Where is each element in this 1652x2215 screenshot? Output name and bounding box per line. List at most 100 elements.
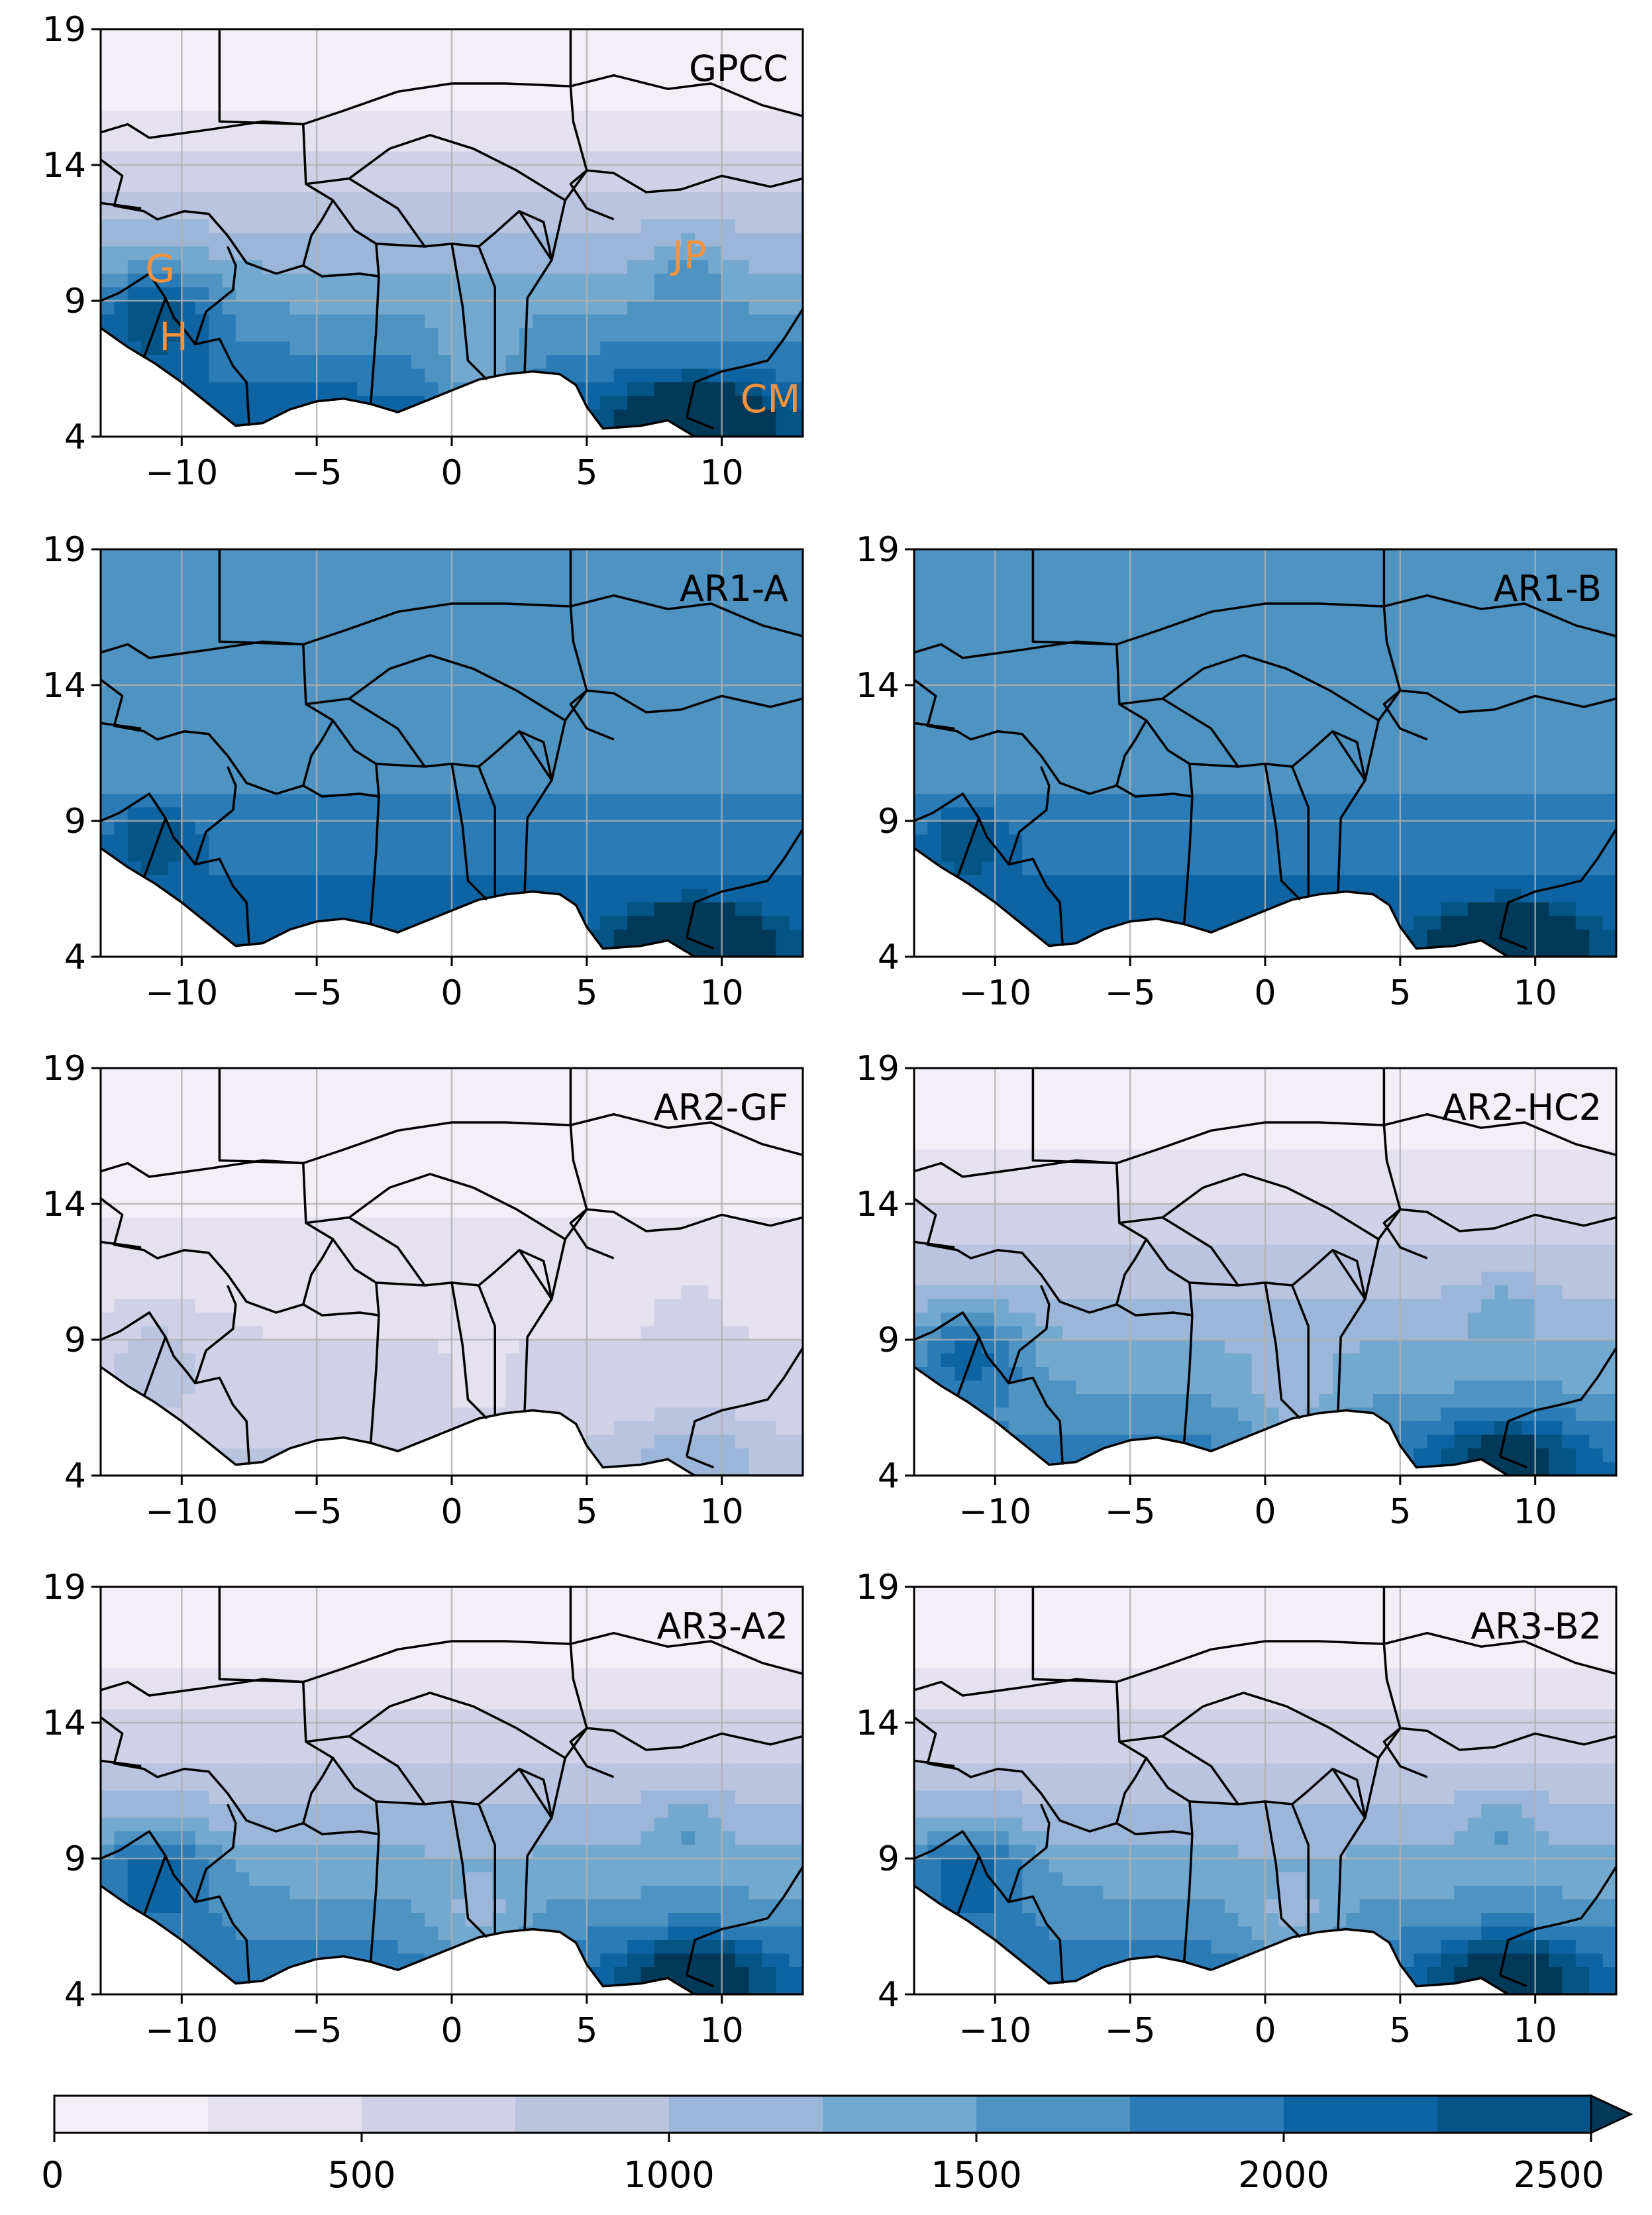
map-panel-ar2-hc2: −10 −5 0 5 10 19 14 9 4 AR2-HC2 — [856, 1049, 1618, 1532]
x-tick-label: 10 — [700, 453, 744, 493]
country-border — [1500, 936, 1528, 950]
y-tick-label: 14 — [42, 1185, 86, 1224]
country-border — [101, 272, 250, 426]
y-tick-label: 4 — [878, 1975, 900, 2015]
panel-title: GPCC — [689, 48, 788, 89]
country-border — [1498, 1866, 1616, 1976]
x-tick-label: −10 — [958, 973, 1031, 1013]
country-border — [569, 1727, 615, 1778]
region-label: JP — [670, 233, 707, 278]
country-border — [1382, 1643, 1402, 1729]
x-tick-label: 5 — [576, 2011, 597, 2051]
x-tick-label: 5 — [576, 453, 597, 493]
country-border — [956, 1855, 980, 1916]
country-border — [1115, 1163, 1616, 1301]
country-border — [101, 1830, 250, 1984]
colorbar-bin — [976, 2096, 1131, 2133]
x-tick-label: 10 — [1514, 973, 1557, 1013]
country-border — [1383, 1631, 1616, 1675]
country-border — [450, 1801, 488, 1939]
map-panel-ar1-b: −10 −5 0 5 10 19 14 9 4 AR1-B — [856, 530, 1618, 1013]
colorbar: 0 500 1000 1500 2000 2500 — [41, 2094, 1633, 2196]
country-border — [1291, 766, 1310, 897]
country-border — [348, 698, 426, 768]
country-border — [914, 549, 1386, 659]
coastline — [101, 1366, 803, 1476]
panel-title: AR1-B — [1494, 568, 1602, 610]
country-border — [348, 178, 426, 248]
country-border — [1291, 1285, 1310, 1416]
x-tick-label: 0 — [1254, 973, 1276, 1013]
country-border — [302, 1238, 335, 1305]
country-border — [478, 1804, 496, 1935]
x-tick-label: −10 — [145, 1492, 218, 1532]
colorbar-tick-label: 1000 — [623, 2154, 714, 2196]
country-border — [142, 1336, 167, 1397]
country-border — [686, 1974, 715, 1988]
map-panel-gpcc: −10 −5 0 5 10 19 14 9 4 GPCC GH JP CM — [42, 10, 804, 493]
y-tick-label: 14 — [42, 146, 86, 186]
x-tick-label: 0 — [440, 2011, 462, 2051]
country-border — [518, 730, 553, 892]
country-border — [1182, 1801, 1194, 1962]
map-panel-ar3-b2: −10 −5 0 5 10 19 14 9 4 AR3-B2 — [856, 1568, 1618, 2051]
country-border — [302, 1682, 803, 1819]
x-tick-label: 10 — [700, 2011, 744, 2051]
country-border — [570, 1112, 803, 1156]
y-tick-label: 14 — [856, 666, 900, 706]
country-border — [685, 308, 803, 418]
rainfall-field — [101, 1587, 803, 1994]
country-border — [101, 1759, 142, 1768]
country-border — [1382, 606, 1402, 691]
coastline — [101, 847, 803, 957]
y-tick-label: 14 — [856, 1703, 900, 1743]
x-tick-label: 0 — [440, 1492, 462, 1532]
coastline — [101, 1884, 803, 1994]
country-border — [570, 1631, 803, 1675]
panel-title: AR2-GF — [654, 1087, 788, 1128]
country-border — [101, 1587, 572, 1697]
country-border — [1382, 689, 1428, 741]
country-border — [348, 1216, 426, 1287]
panel-title: AR1-A — [680, 568, 788, 610]
y-tick-label: 19 — [856, 1049, 900, 1089]
y-tick-label: 14 — [42, 1703, 86, 1743]
country-border — [142, 297, 167, 358]
y-tick-label: 19 — [856, 1568, 900, 1607]
rainfall-field — [101, 29, 803, 437]
country-border — [478, 246, 496, 377]
x-tick-label: −10 — [145, 2011, 218, 2051]
country-border — [1007, 1285, 1051, 1384]
country-border — [194, 1285, 237, 1384]
x-tick-label: −5 — [291, 2011, 342, 2051]
country-border — [1162, 1216, 1239, 1287]
country-border — [1182, 1282, 1194, 1443]
country-border — [194, 1804, 237, 1903]
country-border — [1382, 1208, 1428, 1260]
y-tick-label: 4 — [64, 1456, 86, 1496]
y-tick-label: 4 — [878, 1456, 900, 1496]
country-border — [914, 722, 955, 730]
country-border — [914, 1830, 1064, 1984]
colorbar-bin — [54, 2096, 209, 2133]
country-border — [302, 199, 335, 266]
country-border — [518, 210, 553, 372]
country-border — [569, 1124, 588, 1210]
country-border — [450, 763, 488, 901]
country-border — [142, 1855, 167, 1916]
x-tick-label: −10 — [958, 2011, 1031, 2051]
country-border — [518, 1768, 553, 1929]
x-tick-label: 5 — [1389, 1492, 1411, 1532]
country-border — [569, 606, 588, 691]
x-tick-label: −10 — [145, 453, 218, 493]
rainfall-field — [101, 1068, 803, 1476]
y-tick-label: 9 — [64, 1839, 86, 1879]
y-tick-label: 19 — [42, 1568, 86, 1607]
country-border — [302, 1163, 803, 1301]
x-tick-label: 5 — [576, 973, 597, 1013]
x-tick-label: −5 — [1105, 973, 1156, 1013]
x-tick-label: −10 — [958, 1492, 1031, 1532]
country-border — [569, 1208, 615, 1260]
country-border — [101, 722, 142, 730]
